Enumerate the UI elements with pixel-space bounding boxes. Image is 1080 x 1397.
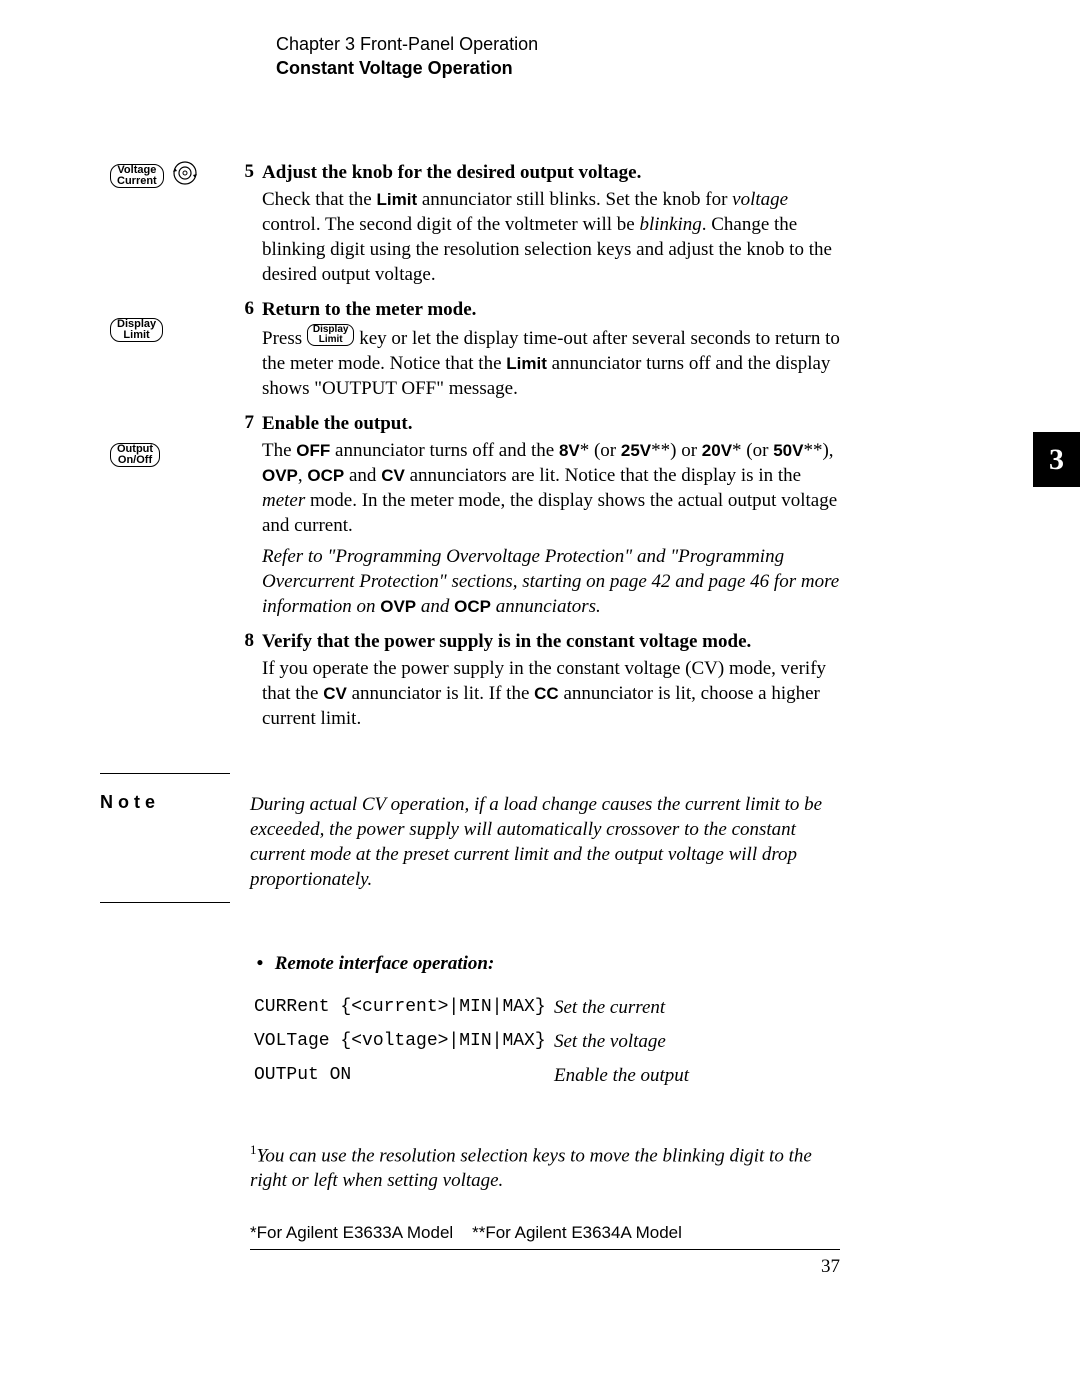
step-number: 7 (232, 411, 254, 434)
display-limit-inline-key-icon: DisplayLimit (307, 324, 355, 346)
bottom-rule (250, 1249, 840, 1250)
step-8: 8 Verify that the power supply is in the… (232, 629, 840, 731)
step-body: Enable the output. The OFF annunciator t… (262, 411, 840, 619)
note-label: Note (100, 792, 250, 813)
note-block: Note During actual CV operation, if a lo… (100, 773, 840, 903)
step-text-refer: Refer to "Programming Overvoltage Protec… (262, 544, 840, 619)
step-title: Return to the meter mode. (262, 297, 840, 322)
step-title: Enable the output. (262, 411, 840, 436)
content-area: Voltage Current Display Limit O (0, 160, 1080, 1278)
model-footnote: *For Agilent E3633A Model **For Agilent … (250, 1223, 840, 1243)
chapter-title: Chapter 3 Front-Panel Operation (276, 32, 1080, 56)
bullet-icon: • (250, 953, 270, 975)
knob-icon (172, 160, 198, 191)
step-text: If you operate the power supply in the c… (262, 656, 840, 731)
note-rule-bottom (100, 902, 230, 903)
command-desc: Enable the output (554, 1065, 689, 1087)
command-row: OUTPut ON Enable the output (254, 1065, 840, 1087)
note-rule-top (100, 773, 230, 774)
step-7: 7 Enable the output. The OFF annunciator… (232, 411, 840, 619)
margin-key-voltage-current: Voltage Current (110, 160, 220, 191)
step-body: Adjust the knob for the desired output v… (262, 160, 840, 287)
manual-page: Chapter 3 Front-Panel Operation Constant… (0, 0, 1080, 1397)
step-number: 8 (232, 629, 254, 652)
step-6: 6 Return to the meter mode. Press Displa… (232, 297, 840, 401)
output-onoff-key-icon: Output On/Off (110, 443, 160, 467)
footnote-block: 1You can use the resolution selection ke… (250, 1137, 840, 1250)
step-text: Check that the Limit annunciator still b… (262, 187, 840, 287)
page-number: 37 (250, 1256, 840, 1278)
steps-list: 5 Adjust the knob for the desired output… (232, 160, 840, 731)
command-desc: Set the current (554, 997, 665, 1019)
command-text: CURRent {<current>|MIN|MAX} (254, 997, 554, 1019)
command-text: OUTPut ON (254, 1065, 554, 1087)
margin-key-output-onoff: Output On/Off (110, 443, 220, 467)
step-text: Press DisplayLimit key or let the displa… (262, 324, 840, 401)
step-title: Verify that the power supply is in the c… (262, 629, 840, 654)
voltage-current-key-icon: Voltage Current (110, 164, 164, 188)
remote-heading: • Remote interface operation: (250, 953, 840, 975)
step-body: Return to the meter mode. Press DisplayL… (262, 297, 840, 401)
step-number: 5 (232, 160, 254, 183)
margin-key-display-limit: Display Limit (110, 318, 220, 342)
command-text: VOLTage {<voltage>|MIN|MAX} (254, 1031, 554, 1053)
step-5: 5 Adjust the knob for the desired output… (232, 160, 840, 287)
step-body: Verify that the power supply is in the c… (262, 629, 840, 731)
remote-interface-block: • Remote interface operation: CURRent {<… (250, 953, 840, 1087)
note-text: During actual CV operation, if a load ch… (250, 792, 840, 892)
display-limit-key-icon: Display Limit (110, 318, 163, 342)
footnote-1: 1You can use the resolution selection ke… (250, 1137, 840, 1193)
command-row: VOLTage {<voltage>|MIN|MAX} Set the volt… (254, 1031, 840, 1053)
step-text: The OFF annunciator turns off and the 8V… (262, 438, 840, 538)
page-header: Chapter 3 Front-Panel Operation Constant… (276, 32, 1080, 80)
step-title: Adjust the knob for the desired output v… (262, 160, 840, 185)
command-row: CURRent {<current>|MIN|MAX} Set the curr… (254, 997, 840, 1019)
step-number: 6 (232, 297, 254, 320)
section-title: Constant Voltage Operation (276, 56, 1080, 80)
command-desc: Set the voltage (554, 1031, 666, 1053)
note-row: Note During actual CV operation, if a lo… (100, 792, 840, 892)
